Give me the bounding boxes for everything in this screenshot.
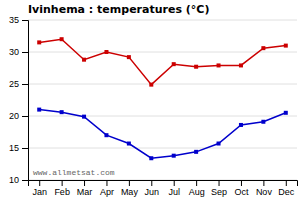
y-tick-label: 35 xyxy=(9,15,19,25)
marker xyxy=(82,115,86,119)
marker xyxy=(194,65,198,69)
marker xyxy=(37,108,41,112)
x-tick-label: Nov xyxy=(256,187,273,197)
y-tick-mark xyxy=(22,20,28,21)
y-axis-line xyxy=(22,21,29,181)
grid-line xyxy=(28,148,297,149)
x-axis: Jan Feb Mar Apr May Jun Jul Aug Sep Oct Nov Dec xyxy=(29,180,298,197)
x-tick-mark xyxy=(106,180,107,186)
y-tick-mark xyxy=(22,180,28,181)
x-tick-label: Apr xyxy=(100,187,114,197)
x-tick: Dec xyxy=(278,180,295,197)
x-tick-label: Oct xyxy=(234,187,249,197)
grid-line xyxy=(28,20,297,21)
grid-line xyxy=(28,52,297,53)
x-tick-mark xyxy=(286,180,287,186)
x-tick-label: Jun xyxy=(145,187,160,197)
x-tick-label: Dec xyxy=(278,187,295,197)
x-tick-mark xyxy=(84,180,85,186)
y-tick-mark xyxy=(22,148,28,149)
x-tick: Aug xyxy=(189,180,205,197)
x-tick-mark xyxy=(196,180,197,186)
x-tick-mark xyxy=(62,180,63,186)
marker xyxy=(261,120,265,124)
marks xyxy=(37,37,288,160)
marker xyxy=(172,62,176,66)
y-tick: 10 xyxy=(9,175,28,185)
marker xyxy=(217,63,221,67)
marker xyxy=(284,44,288,48)
x-tick-mark xyxy=(219,180,220,186)
y-tick-label: 10 xyxy=(9,175,19,185)
series-line xyxy=(39,110,286,159)
y-tick: 15 xyxy=(9,143,28,153)
marker xyxy=(127,55,131,59)
x-tick-mark xyxy=(263,180,264,186)
x-tick-label: Feb xyxy=(54,187,70,197)
marker xyxy=(261,46,265,50)
x-tick: Nov xyxy=(256,180,273,197)
x-tick-mark xyxy=(241,180,242,186)
chart: 10 15 20 25 30 35 Jan Feb Mar Apr May Jun Jul Aug Sep O… xyxy=(0,0,305,200)
title: Ivinhema : temperatures (°C) xyxy=(28,3,209,16)
x-tick-label: May xyxy=(121,187,139,197)
y-tick-mark xyxy=(22,52,28,53)
y-axis: 10 15 20 25 30 35 xyxy=(9,15,29,185)
x-tick: Jul xyxy=(168,180,180,197)
marker xyxy=(239,123,243,127)
series-line xyxy=(39,39,286,84)
marker xyxy=(82,58,86,62)
marker xyxy=(217,142,221,146)
marker xyxy=(194,150,198,154)
y-tick-label: 25 xyxy=(9,79,19,89)
marker xyxy=(284,111,288,115)
y-tick: 25 xyxy=(9,79,28,89)
marker xyxy=(149,83,153,87)
annotation: www.allmetsat.com xyxy=(33,168,115,177)
grid-line xyxy=(28,116,297,117)
y-tick: 20 xyxy=(9,111,28,121)
y-tick: 35 xyxy=(9,15,28,25)
marker xyxy=(60,37,64,41)
x-tick: Apr xyxy=(100,180,114,197)
plot: 10 15 20 25 30 35 Jan Feb Mar Apr May Jun Jul Aug Sep O… xyxy=(9,15,298,197)
marker xyxy=(149,156,153,160)
marker xyxy=(37,40,41,44)
x-tick: May xyxy=(121,180,139,197)
grid xyxy=(28,20,297,180)
x-tick-label: Mar xyxy=(77,187,93,197)
x-tick: Sep xyxy=(211,180,227,197)
x-tick-label: Sep xyxy=(211,187,227,197)
y-tick-label: 15 xyxy=(9,143,19,153)
x-tick-label: Jan xyxy=(32,187,47,197)
y-tick-label: 20 xyxy=(9,111,19,121)
x-tick-mark xyxy=(151,180,152,186)
marker xyxy=(104,133,108,137)
y-tick-mark xyxy=(22,116,28,117)
x-tick-mark xyxy=(39,180,40,186)
y-tick: 30 xyxy=(9,47,28,57)
x-tick-mark xyxy=(174,180,175,186)
y-tick-label: 30 xyxy=(9,47,19,57)
marker xyxy=(239,63,243,67)
x-axis-line xyxy=(29,181,298,187)
x-tick: Mar xyxy=(77,180,93,197)
x-tick-label: Jul xyxy=(168,187,180,197)
x-tick: Jun xyxy=(145,180,160,197)
marker xyxy=(172,154,176,158)
x-tick-label: Aug xyxy=(189,187,205,197)
grid-line xyxy=(28,84,297,85)
marker xyxy=(127,142,131,146)
x-tick-mark xyxy=(129,180,130,186)
x-tick: Jan xyxy=(32,180,47,197)
marker xyxy=(60,110,64,114)
marker xyxy=(104,50,108,54)
x-tick: Oct xyxy=(234,180,249,197)
y-tick-mark xyxy=(22,84,28,85)
x-tick: Feb xyxy=(54,180,70,197)
